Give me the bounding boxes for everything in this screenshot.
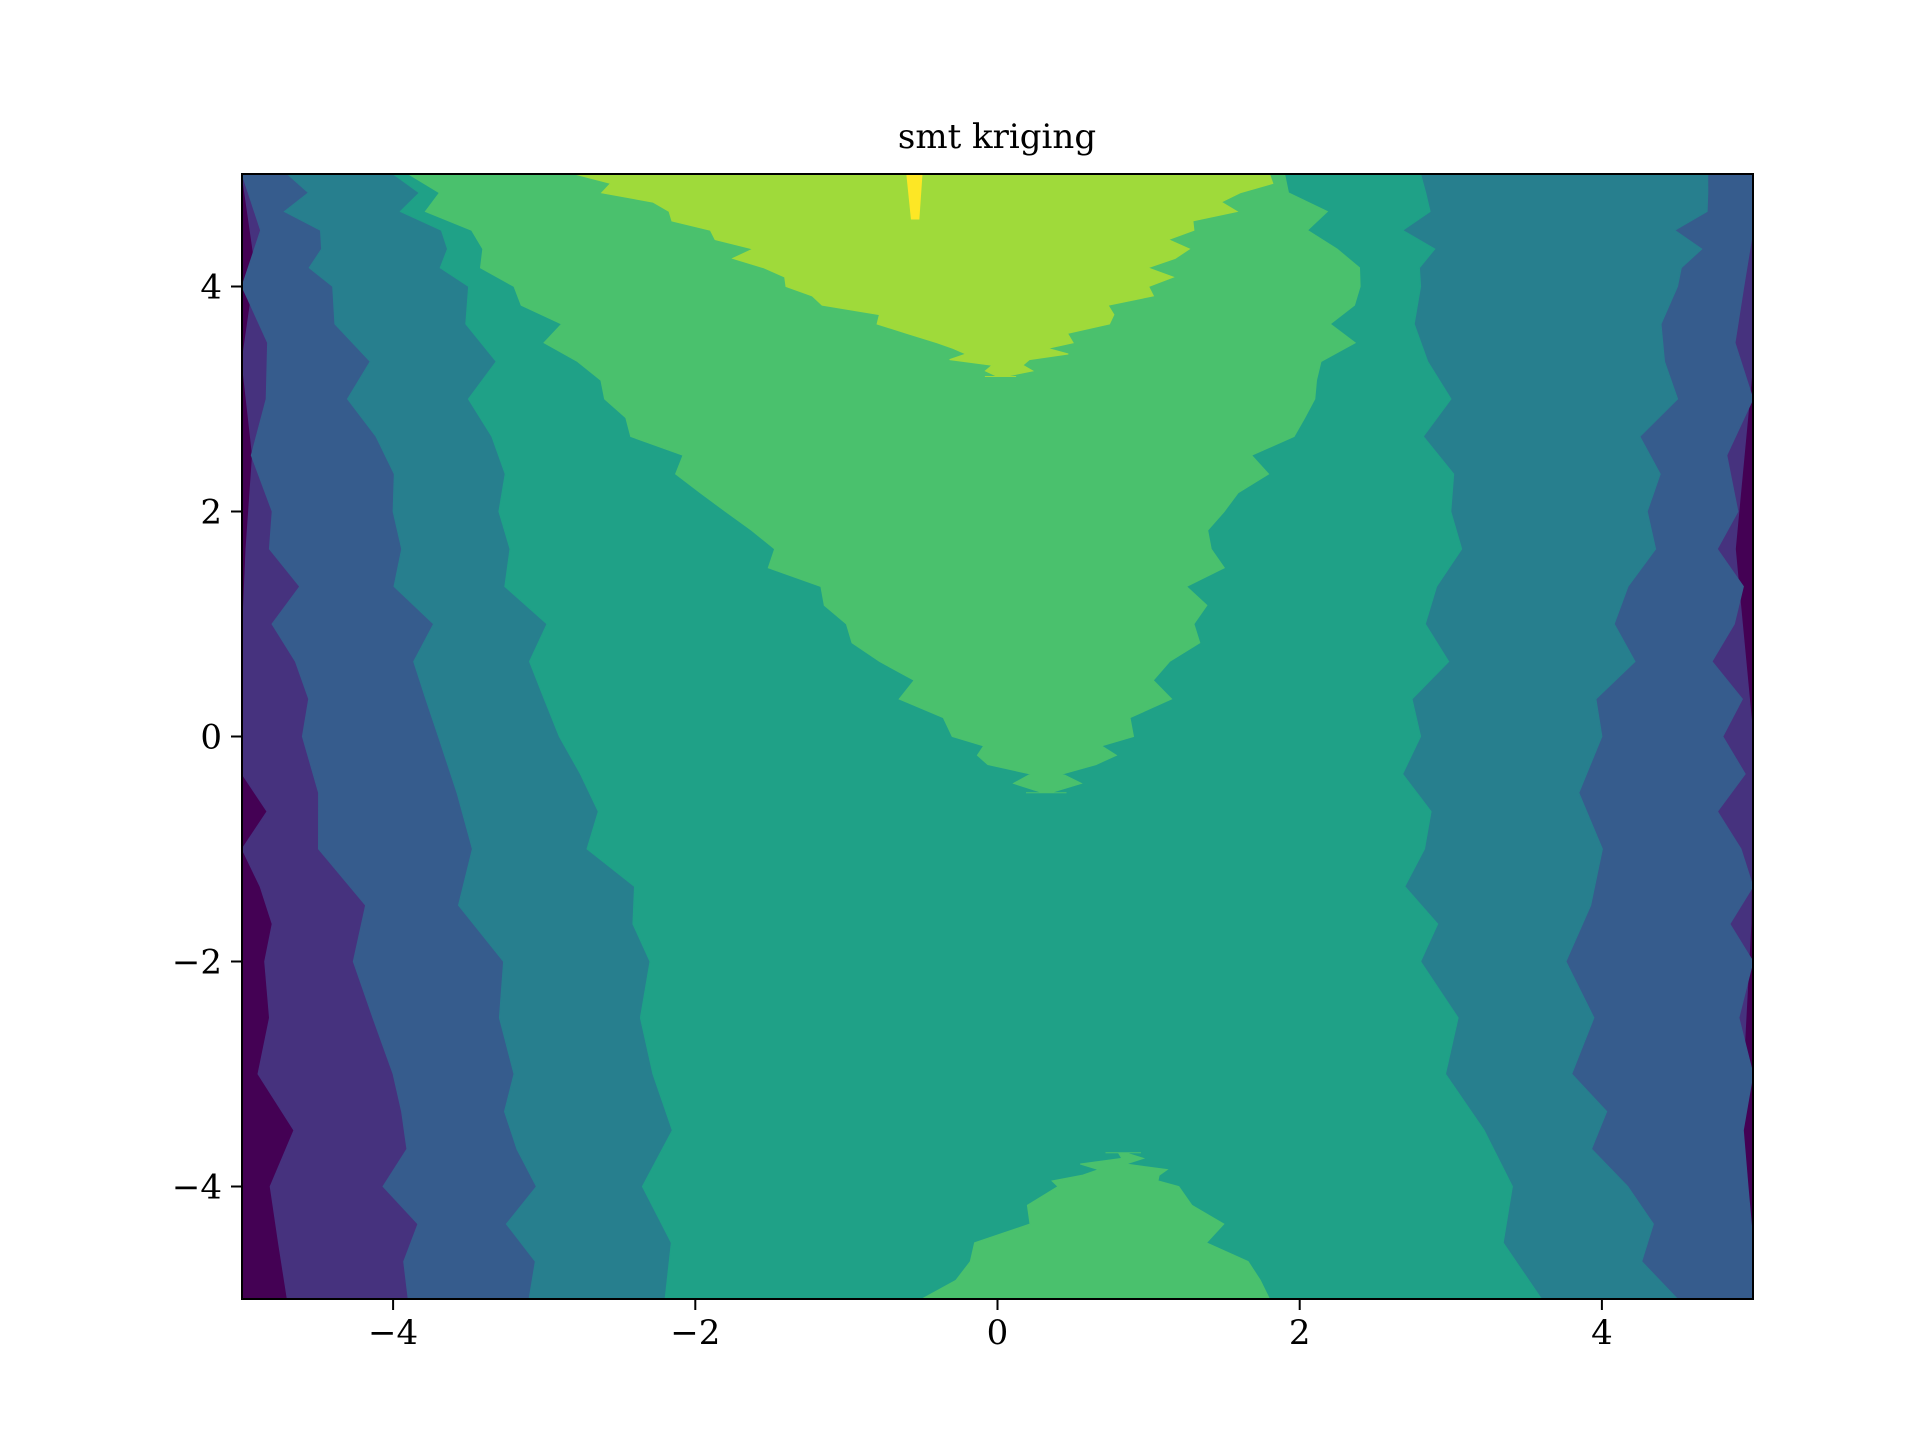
y-tick-label: −4: [172, 1168, 222, 1208]
contour-region: [906, 174, 923, 220]
x-tick-label: 4: [1591, 1313, 1613, 1353]
contour-region: [407, 174, 1361, 794]
x-tick-label: 2: [1289, 1313, 1311, 1353]
x-tick-label: −2: [670, 1313, 720, 1353]
contour-region: [574, 174, 1274, 377]
chart-title: smt kriging: [898, 117, 1096, 157]
y-tick-label: −2: [172, 943, 222, 983]
contour-region: [921, 1152, 1271, 1299]
y-tick-label: 2: [200, 493, 222, 533]
x-tick-label: 0: [987, 1313, 1009, 1353]
y-tick-label: 0: [200, 718, 222, 758]
x-tick-label: −4: [368, 1313, 418, 1353]
y-tick-label: 4: [200, 268, 222, 308]
